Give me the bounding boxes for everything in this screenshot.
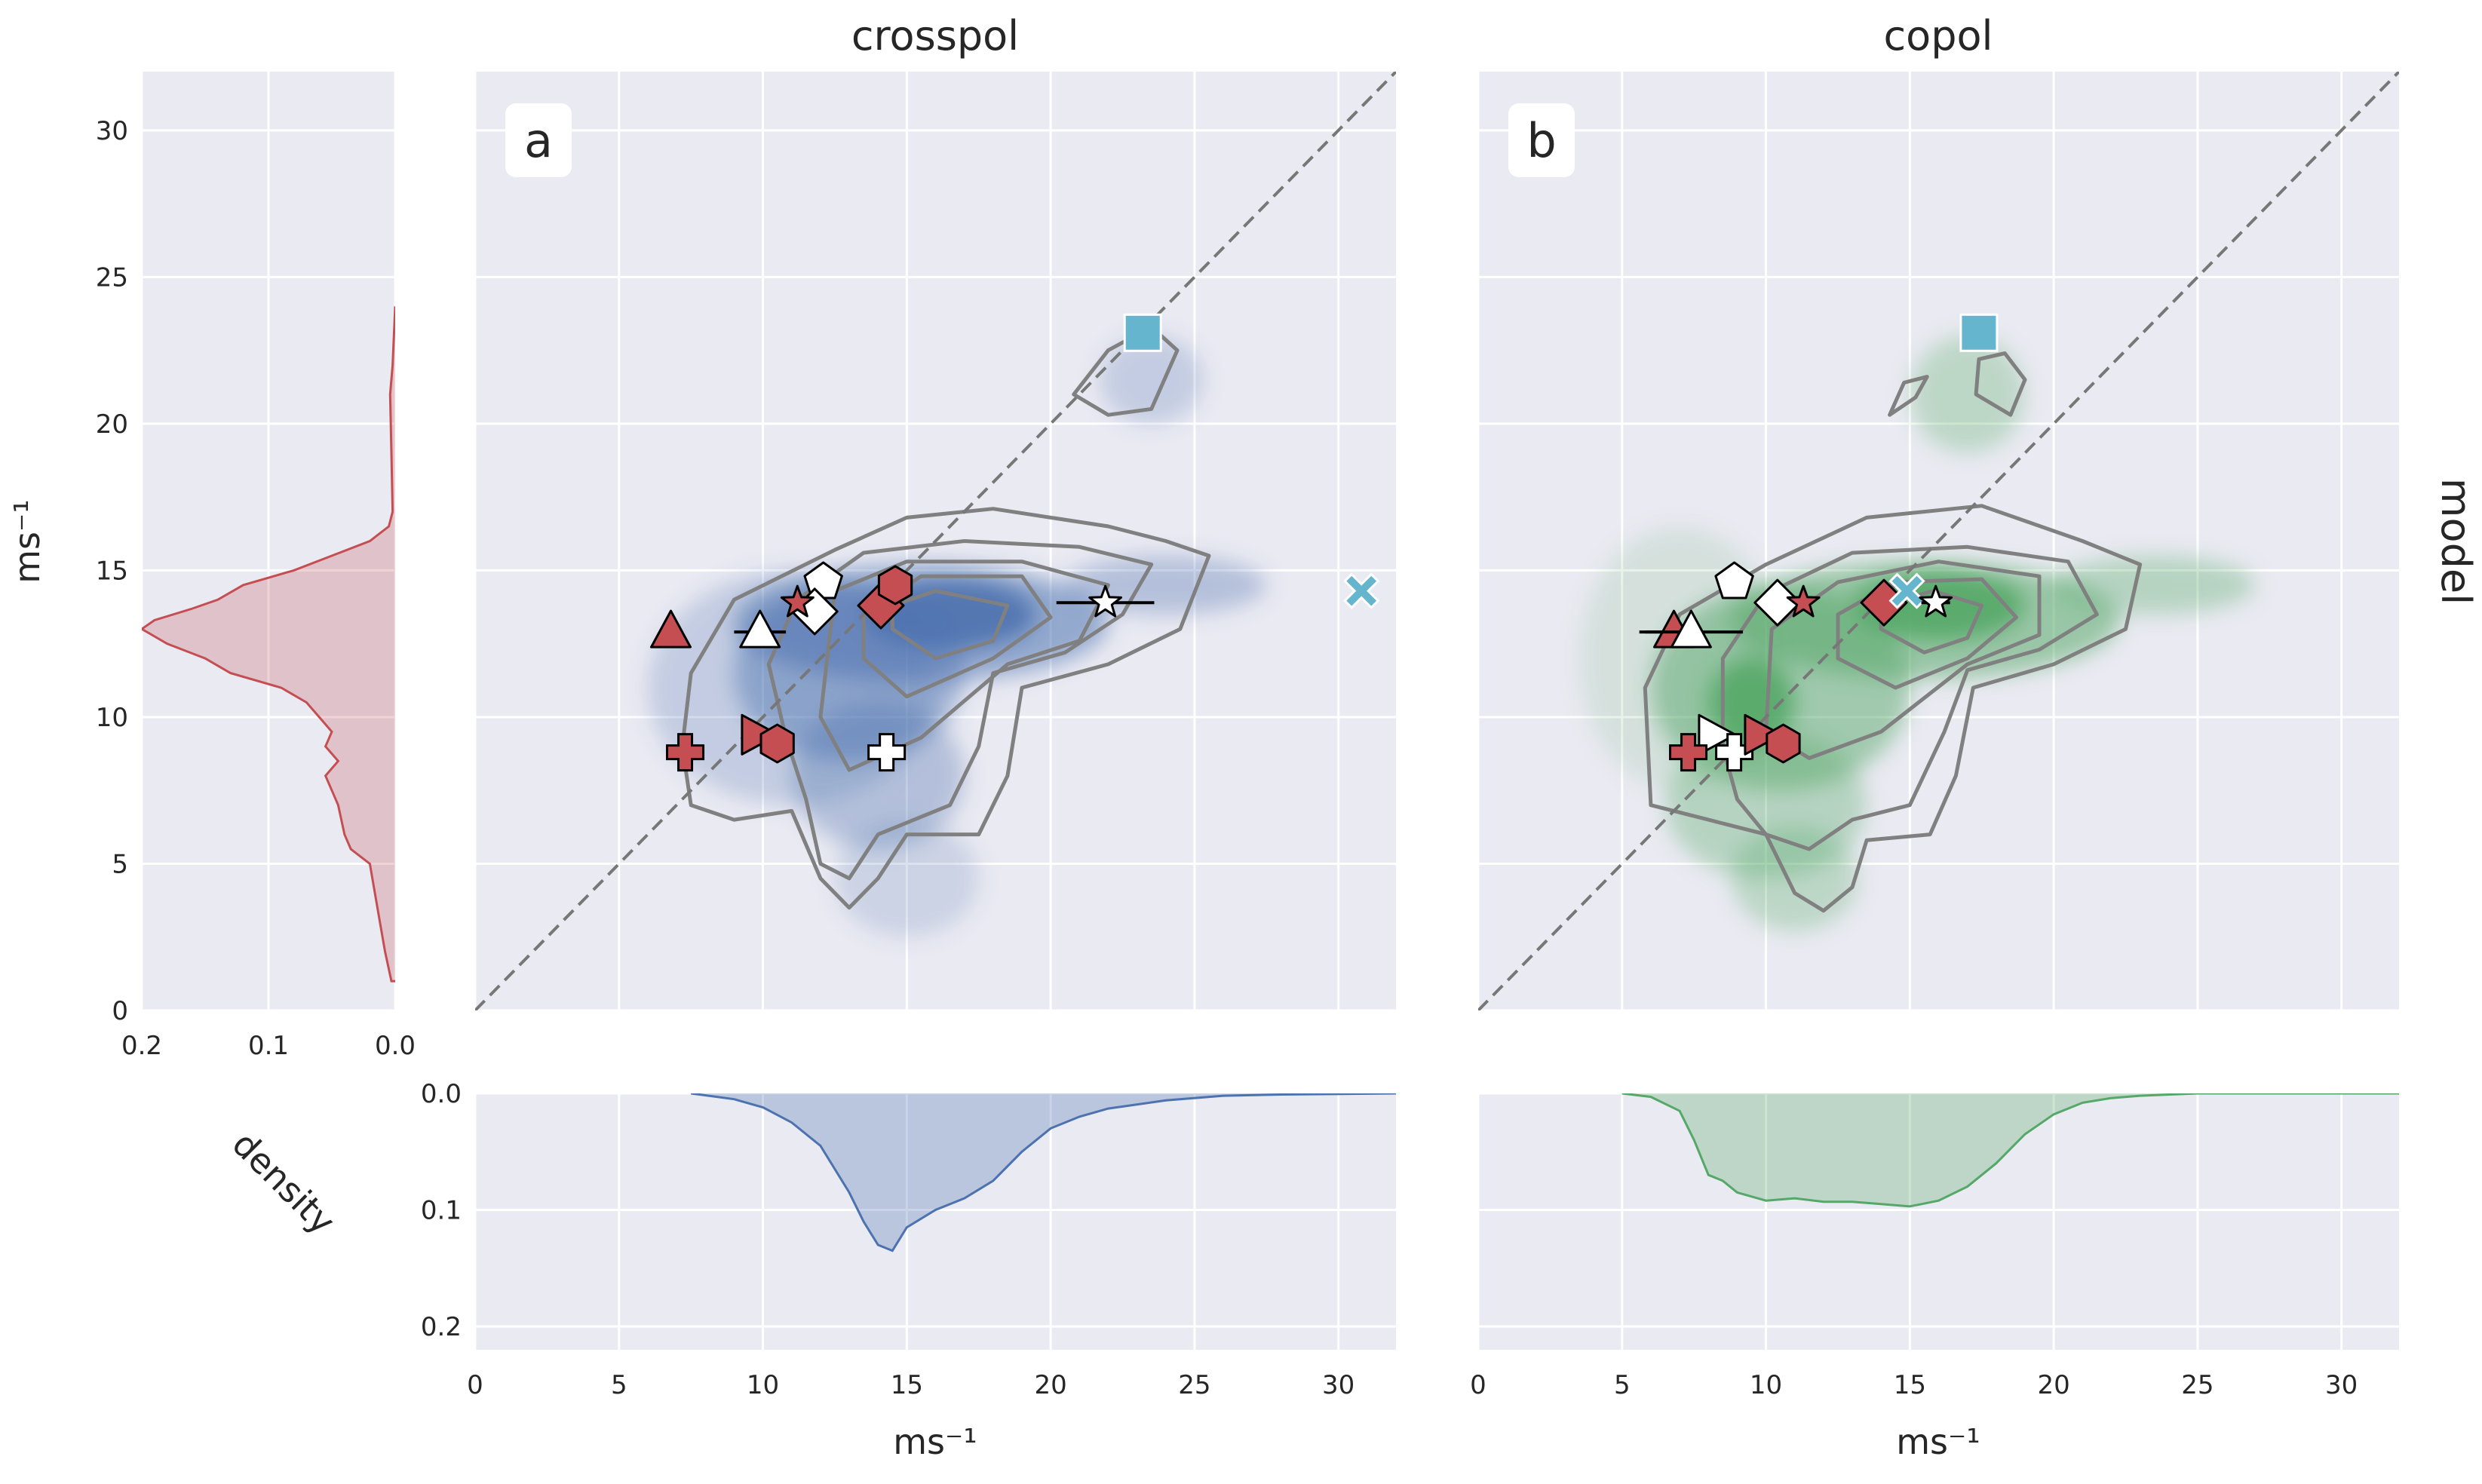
panel-letter-box [1508,103,1575,177]
crosspol-scatter-panel: a [474,72,1396,1012]
model-density-line [142,306,395,983]
x-tick-label: 20 [2037,1370,2069,1400]
model-density-area [142,306,395,982]
x-tick-label: 25 [1178,1370,1210,1400]
density-contour [1720,544,2099,851]
y-tick-label: 15 [96,556,128,586]
x-axis-label-crosspol: ms⁻¹ [893,1421,977,1462]
marker-plus-red [1669,733,1708,772]
model-density-panel: 0 5 10 15 20 25 30 0.2 0.1 0.0 [96,72,416,1061]
histogram-blob [1910,336,2025,453]
marker-plus-white [1715,733,1754,772]
density-contour [1072,325,1180,417]
y-tick-label: 25 [96,262,128,293]
x-tick-label: 0 [467,1370,483,1400]
plot-background [1478,1093,2399,1350]
x-tick-label: 30 [2325,1370,2358,1400]
marker-square-cyan [1959,313,1999,352]
panel-letter-box [505,103,572,177]
y-tick-label: 0 [112,996,128,1026]
y-tick-label: 5 [112,849,128,879]
density-area [691,1093,1396,1251]
x-tick-label: 0.2 [121,1031,162,1061]
x-tick-label: 20 [1034,1370,1066,1400]
marker-plus-white [867,733,907,772]
density-label: density [225,1124,343,1242]
density-line [690,1093,1396,1253]
title-copol: copol [1883,12,1993,60]
title-crosspol: crosspol [851,12,1019,60]
marker-square-cyan [1123,313,1162,352]
x-tick-label: 0.0 [375,1031,416,1061]
density-contour [1974,351,2027,417]
marker-triangle-white [1670,609,1712,648]
x-tick-label: 5 [1614,1370,1631,1400]
x-tick-label: 15 [891,1370,923,1400]
x-axis-label-copol: ms⁻¹ [1896,1421,1980,1462]
crosspol-density-panel: 0 5 10 15 20 25 30 0.0 0.1 0.2 [421,1079,1396,1400]
x-tick-label: 5 [611,1370,627,1400]
x-tick-label: 25 [2181,1370,2214,1400]
x-tick-label: 30 [1322,1370,1355,1400]
density-contour [680,507,1211,910]
y-tick-label: 0.1 [421,1196,462,1226]
density-area [1621,1093,2399,1207]
marker-star-white [1919,584,1953,618]
identity-line [475,72,1396,1010]
y-tick-label: 30 [96,116,128,146]
marker-star-red [780,584,815,618]
row-label-model: model [2432,478,2480,605]
histogram-blob [1731,825,1858,931]
panel-letter: a [524,113,553,168]
y-tick-label: 0.0 [421,1079,462,1109]
marker-triangle-white [739,609,781,648]
x-tick-label: 15 [1894,1370,1926,1400]
panel-letter: b [1526,113,1556,168]
x-tick-label: 10 [1750,1370,1782,1400]
histogram-blob [834,820,979,937]
density-contour [1888,375,1929,417]
marker-triangle-red [650,609,692,648]
density-contour [1643,504,2143,913]
marker-hexagon-red [877,565,913,606]
marker-plus-red [666,733,705,772]
marker-triangle-right-red [1744,713,1783,756]
y-axis-label: ms⁻¹ [7,499,48,584]
marker-star-red [1786,584,1821,618]
marker-hexagon-red [759,723,795,764]
plot-background [475,1093,1396,1350]
marker-diamond-white [1753,578,1802,627]
marker-pentagon-white [1714,561,1754,599]
marker-x-cyan [1343,572,1380,609]
copol-scatter-panel: b [1477,72,2399,1012]
histogram-blob [1099,336,1204,424]
x-tick-label: 0 [1470,1370,1486,1400]
histogram-blob [1065,555,1267,615]
copol-density-panel: 0 5 10 15 20 25 30 [1470,1092,2399,1400]
y-tick-label: 20 [96,409,128,440]
x-tick-label: 0.1 [248,1031,289,1061]
marker-star-white [1088,584,1122,618]
histogram-blob [2054,555,2256,615]
density-contour [766,539,1154,881]
density-line [1621,1093,2399,1208]
density-contour [1836,577,2018,690]
identity-line [1478,72,2399,1010]
x-tick-label: 10 [747,1370,779,1400]
y-tick-label: 10 [96,703,128,733]
y-tick-label: 0.2 [421,1312,462,1342]
marker-hexagon-red [1766,723,1801,764]
